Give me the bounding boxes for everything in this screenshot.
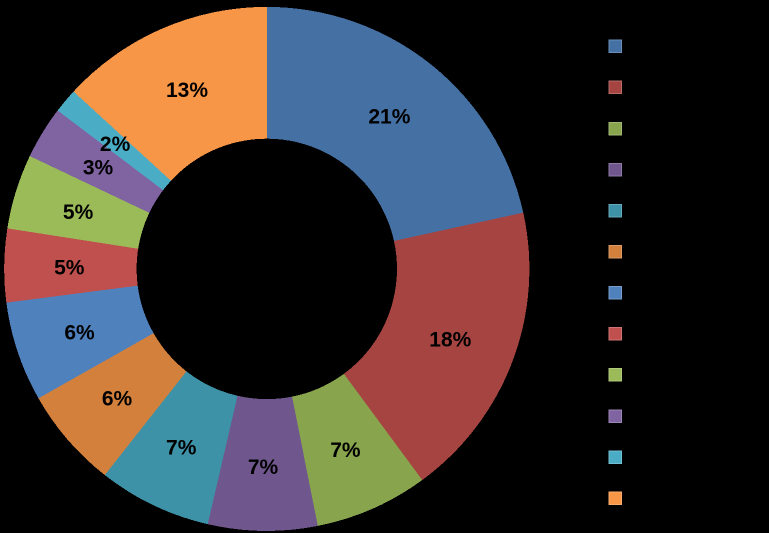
svg-text:13%: 13% (166, 79, 208, 102)
svg-text:7%: 7% (330, 439, 361, 462)
svg-text:6%: 6% (102, 388, 133, 411)
svg-text:7%: 7% (166, 437, 197, 460)
svg-text:6%: 6% (64, 322, 95, 345)
svg-text:21%: 21% (368, 106, 410, 129)
svg-text:2%: 2% (100, 133, 131, 156)
svg-text:5%: 5% (63, 201, 94, 224)
svg-text:3%: 3% (83, 157, 114, 180)
svg-text:7%: 7% (248, 456, 279, 479)
svg-text:18%: 18% (429, 329, 471, 352)
svg-text:5%: 5% (54, 257, 85, 280)
